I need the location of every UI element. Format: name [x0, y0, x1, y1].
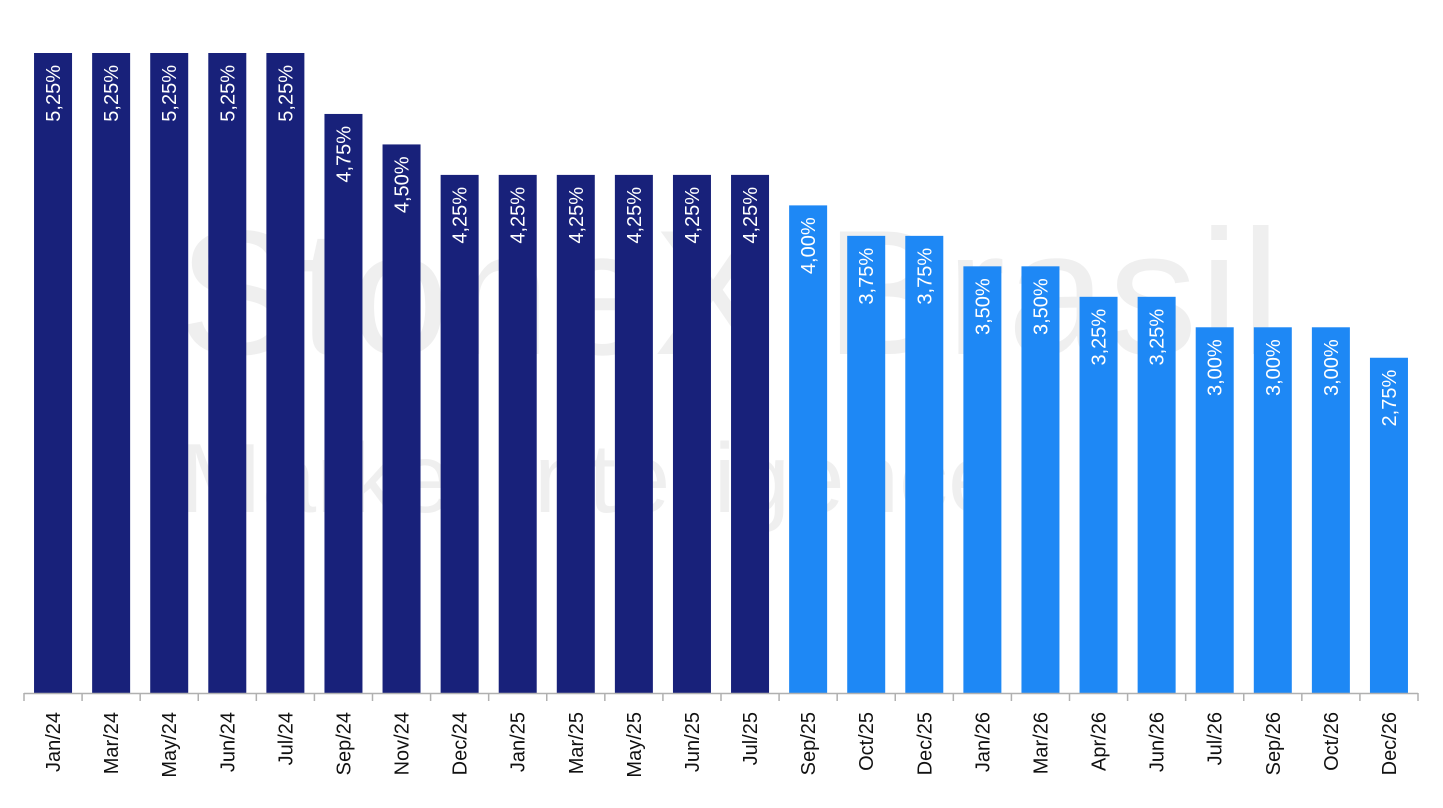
value-label: 4,25%: [566, 187, 588, 244]
value-label: 4,25%: [624, 187, 646, 244]
value-label: 3,25%: [1089, 309, 1111, 366]
value-label: 5,25%: [217, 65, 239, 122]
bar-jul-25: [731, 174, 770, 693]
x-tick-label: Sep/26: [1263, 712, 1285, 775]
x-tick-label: Mar/24: [101, 712, 123, 774]
value-label: 3,50%: [972, 278, 994, 335]
x-tick-label: Jun/24: [217, 712, 239, 772]
x-tick-label: Jan/26: [972, 712, 994, 772]
x-tick-label: Dec/25: [914, 712, 936, 775]
value-label: 5,25%: [43, 65, 65, 122]
value-label: 4,25%: [682, 187, 704, 244]
bar-jun-24: [208, 53, 247, 693]
bar-mar-25: [556, 174, 595, 693]
value-labels-group: 5,25% 5,25% 5,25% 5,25% 5,25% 4,75% 4,50% 4,25%…: [43, 65, 1401, 427]
value-label: 4,50%: [392, 156, 414, 213]
x-tick-label: Jan/25: [508, 712, 530, 772]
x-tick-label: May/25: [624, 712, 646, 778]
x-tick-label: Jan/24: [43, 712, 65, 772]
x-tick-label: May/24: [159, 712, 181, 778]
x-tick-label: Jul/24: [275, 712, 297, 765]
x-tick-label: Oct/26: [1321, 712, 1343, 771]
value-label: 5,25%: [275, 65, 297, 122]
value-label: 4,00%: [798, 217, 820, 274]
bar-jul-24: [266, 53, 305, 693]
value-label: 5,25%: [159, 65, 181, 122]
value-label: 3,75%: [856, 248, 878, 305]
bar-dec-24: [440, 174, 479, 693]
value-label: 4,25%: [740, 187, 762, 244]
x-tick-label: Dec/26: [1379, 712, 1401, 775]
bar-jul-26: [1195, 327, 1234, 693]
value-label: 3,00%: [1205, 339, 1227, 396]
x-tick-label: Jul/25: [740, 712, 762, 765]
bar-may-24: [150, 53, 189, 693]
bar-jan-24: [34, 53, 73, 693]
value-label: 5,25%: [101, 65, 123, 122]
x-tick-label: Mar/25: [566, 712, 588, 774]
value-label: 4,25%: [508, 187, 530, 244]
x-tick-label: Apr/26: [1089, 712, 1111, 771]
x-tick-label: Nov/24: [392, 712, 414, 775]
bar-nov-24: [382, 144, 421, 693]
x-tick-label: Mar/26: [1030, 712, 1052, 774]
value-label: 3,25%: [1147, 309, 1169, 366]
bar-dec-26: [1369, 357, 1408, 693]
bar-mar-24: [92, 53, 131, 693]
bar-apr-26: [1079, 296, 1118, 693]
bar-jun-25: [672, 174, 711, 693]
x-tick-label: Jun/26: [1147, 712, 1169, 772]
bar-jun-26: [1137, 296, 1176, 693]
bar-mar-26: [1021, 266, 1060, 693]
value-label: 4,25%: [450, 187, 472, 244]
bar-jan-25: [498, 174, 537, 693]
value-label: 4,75%: [333, 126, 355, 183]
x-tick-labels-group: Jan/24 Mar/24 May/24 Jun/24 Jul/24 Sep/24 Nov/…: [43, 712, 1401, 778]
x-tick-label: Oct/25: [856, 712, 878, 771]
value-label: 3,50%: [1030, 278, 1052, 335]
x-ticks-group: [23, 693, 1419, 701]
bar-jan-26: [963, 266, 1002, 693]
x-tick-label: Sep/25: [798, 712, 820, 775]
x-tick-label: Jul/26: [1205, 712, 1227, 765]
bars-group: [34, 53, 1408, 694]
value-label: 3,00%: [1263, 339, 1285, 396]
x-tick-label: Dec/24: [450, 712, 472, 775]
bar-oct-25: [847, 235, 886, 694]
value-label: 2,75%: [1379, 370, 1401, 427]
x-tick-label: Jun/25: [682, 712, 704, 772]
bar-oct-26: [1311, 327, 1350, 693]
value-label: 3,00%: [1321, 339, 1343, 396]
bar-may-25: [614, 174, 653, 693]
value-label: 3,75%: [914, 248, 936, 305]
bar-dec-25: [905, 235, 944, 694]
bar-sep-25: [789, 205, 828, 693]
bar-sep-26: [1253, 327, 1292, 693]
x-tick-label: Sep/24: [333, 712, 355, 775]
bar-sep-24: [324, 113, 363, 693]
